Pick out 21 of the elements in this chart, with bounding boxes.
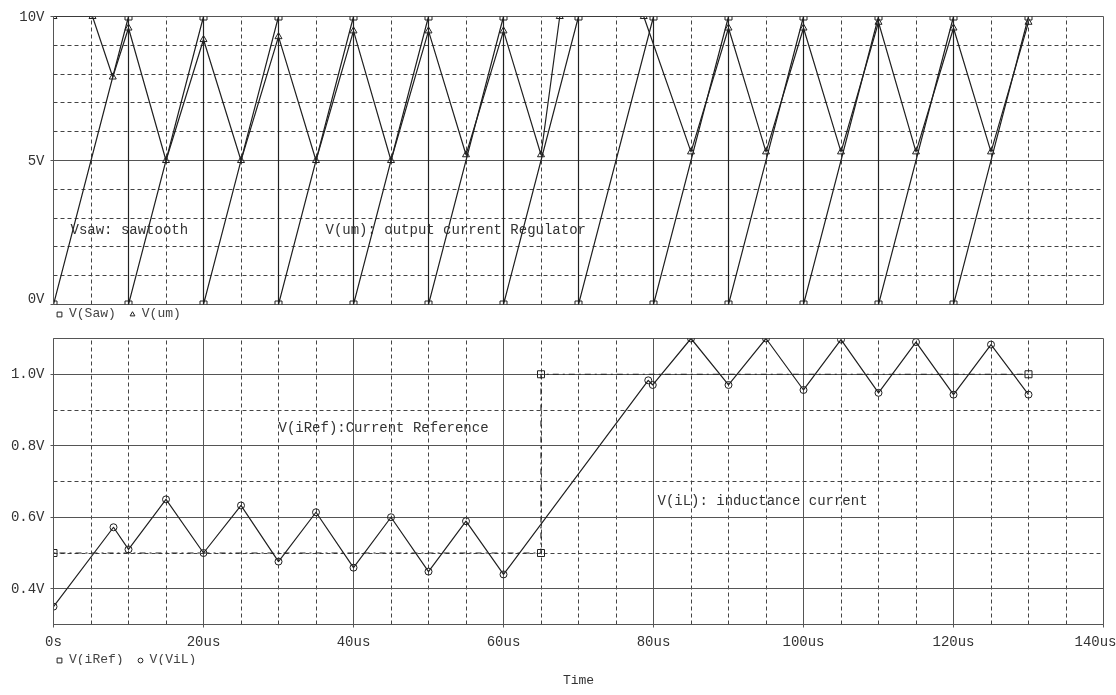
x-tick-label: 0s [45, 633, 62, 650]
y-tick-label: 0.8V [10, 437, 46, 454]
legend-label: V(iRef) [69, 652, 124, 667]
x-tick-label: 100us [782, 633, 825, 650]
y-tick-label: 10V [19, 8, 46, 25]
x-axis-title: Time [562, 672, 595, 688]
legend-label: V(Saw) [69, 306, 116, 321]
y-tick-label: 0.4V [10, 580, 46, 597]
x-tick-label: 120us [932, 633, 975, 650]
y-tick-label: 1.0V [10, 366, 46, 383]
legend-label: V(ViL) [149, 652, 197, 667]
x-tick-label: 80us [636, 633, 671, 650]
y-tick-label: 0.6V [10, 509, 46, 526]
x-tick-label: 40us [336, 633, 371, 650]
y-tick-label: 0V [27, 290, 46, 307]
legend-label: V(um) [141, 306, 181, 321]
x-tick-label: 60us [486, 633, 521, 650]
x-tick-label: 20us [186, 633, 221, 650]
y-tick-label: 5V [27, 152, 46, 169]
x-tick-label: 140us [1074, 633, 1116, 650]
annotation: V(iL): inductance current [657, 492, 868, 509]
